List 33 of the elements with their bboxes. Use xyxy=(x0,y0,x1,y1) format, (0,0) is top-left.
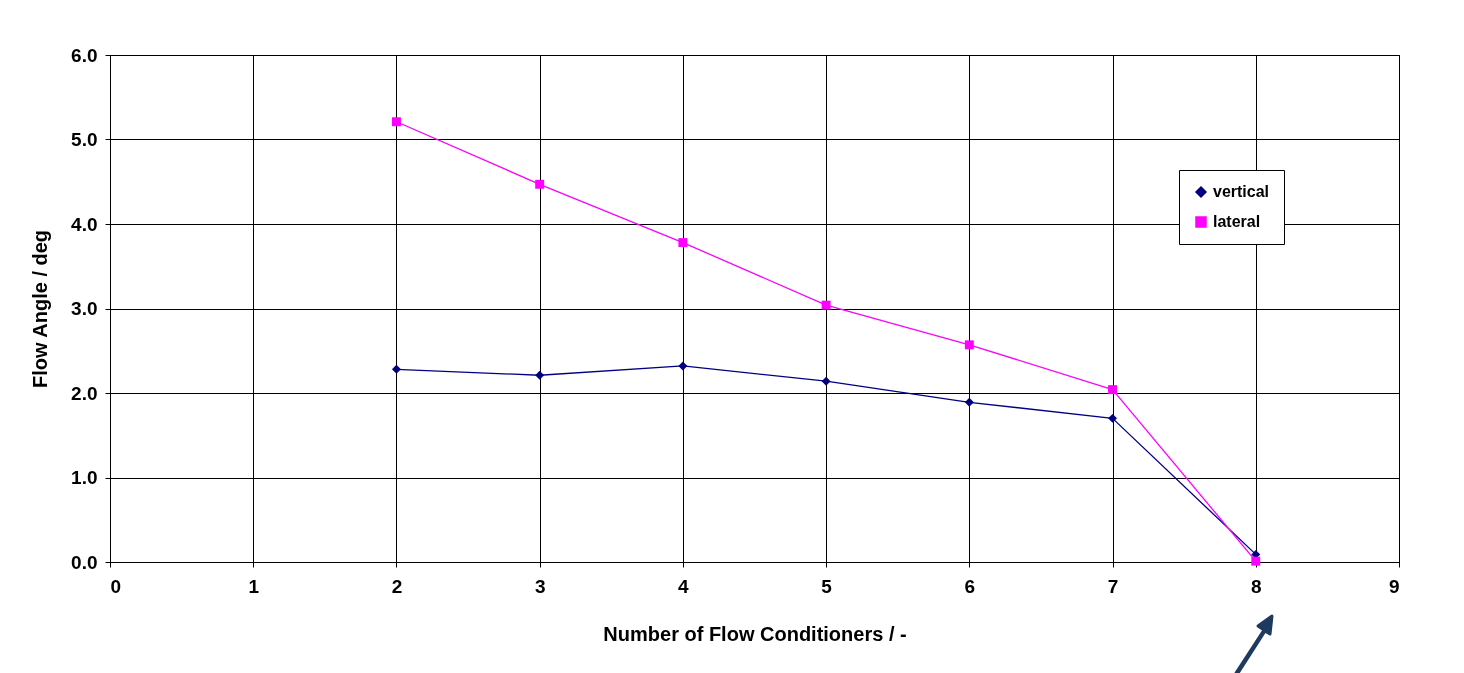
x-tick-label: 7 xyxy=(1107,575,1119,597)
x-tick-label: 8 xyxy=(1250,575,1262,597)
y-tick-label: 6.0 xyxy=(71,44,98,66)
point xyxy=(1108,385,1118,395)
x-tick-label: 5 xyxy=(821,575,833,597)
point xyxy=(678,238,688,248)
y-tick-label: 5.0 xyxy=(71,129,98,150)
point xyxy=(821,376,831,386)
legend-label: lateral xyxy=(1213,213,1261,230)
legend-label: vertical xyxy=(1213,183,1270,200)
point xyxy=(964,340,974,350)
point xyxy=(535,179,545,189)
y-tick-label: 1.0 xyxy=(71,467,98,488)
x-tick-label: 9 xyxy=(1388,575,1400,597)
point xyxy=(821,300,831,310)
point xyxy=(535,370,545,380)
y-axis-title: Flow Angle / deg xyxy=(29,229,52,389)
point xyxy=(964,397,974,407)
point xyxy=(391,364,401,374)
x-tick-label: 2 xyxy=(391,575,403,597)
y-tick-label: 3.0 xyxy=(71,298,98,319)
y-tick-label: 4.0 xyxy=(71,213,98,235)
x-tick-label: 4 xyxy=(678,575,690,597)
y-tick-label: 2.0 xyxy=(71,382,98,404)
x-tick-label: 0 xyxy=(110,575,122,597)
x-tick-label: 3 xyxy=(534,575,546,597)
point xyxy=(1108,413,1118,423)
x-tick-label: 6 xyxy=(964,575,976,597)
x-tick-label: 1 xyxy=(248,575,260,597)
x-axis-title: Number of Flow Conditioners / - xyxy=(603,622,907,645)
point xyxy=(678,361,688,371)
y-tick-label: 0.0 xyxy=(71,551,98,573)
point xyxy=(391,117,401,127)
